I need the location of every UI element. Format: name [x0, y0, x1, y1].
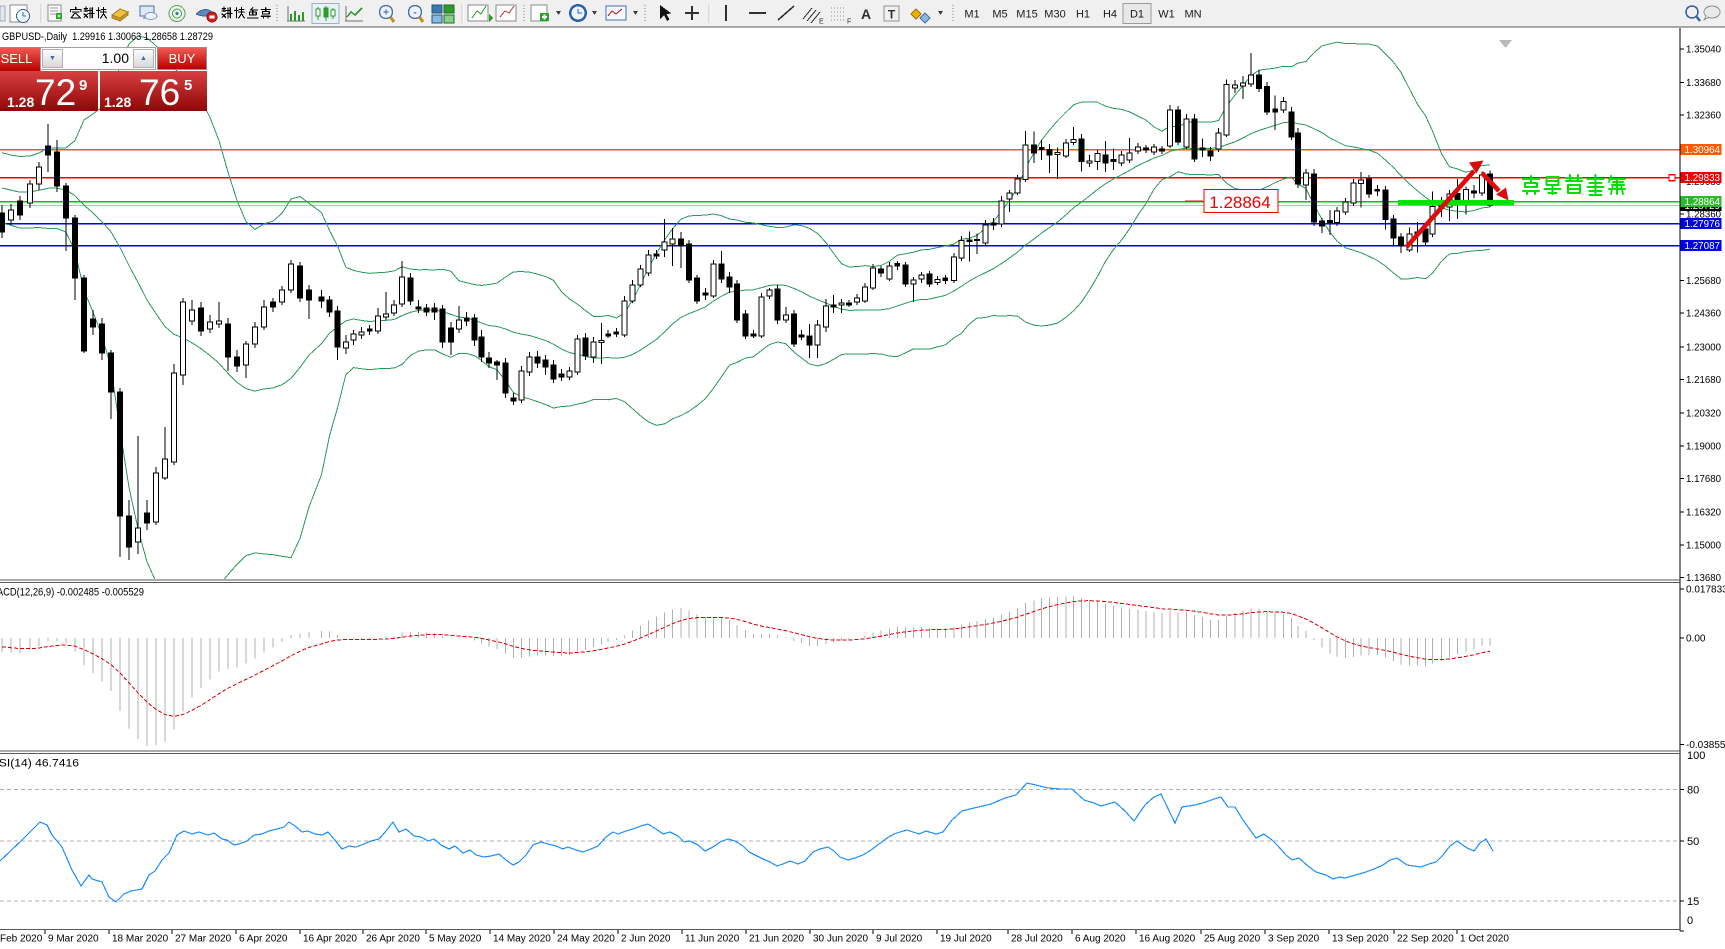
svg-text:1.19000: 1.19000: [1686, 441, 1721, 452]
svg-text:M15: M15: [1016, 9, 1037, 21]
svg-text:MN: MN: [1184, 9, 1201, 21]
svg-text:30 Jun 2020: 30 Jun 2020: [813, 934, 868, 945]
svg-text:15: 15: [1687, 896, 1699, 908]
svg-text:1.21680: 1.21680: [1686, 375, 1721, 386]
svg-text:0.00: 0.00: [1686, 634, 1706, 645]
svg-text:1.20320: 1.20320: [1686, 409, 1721, 420]
svg-text:0: 0: [1687, 915, 1693, 927]
svg-text:1.27087: 1.27087: [1685, 241, 1721, 252]
svg-text:M5: M5: [992, 9, 1007, 21]
svg-text:100: 100: [1687, 750, 1705, 762]
svg-text:GBPUSD-,Daily 1.29916 1.30063: GBPUSD-,Daily 1.29916 1.30063 1.28658 1.…: [2, 31, 213, 43]
svg-text:1.28360: 1.28360: [1686, 210, 1721, 221]
svg-text:1.30964: 1.30964: [1685, 145, 1721, 156]
svg-text:2 Jun 2020: 2 Jun 2020: [621, 934, 671, 945]
svg-text:1.33680: 1.33680: [1686, 78, 1721, 89]
svg-text:M30: M30: [1044, 9, 1065, 21]
svg-text:RSI(14) 46.7416: RSI(14) 46.7416: [0, 758, 79, 770]
svg-text:13 Sep 2020: 13 Sep 2020: [1332, 934, 1389, 945]
svg-text:1.27976: 1.27976: [1685, 219, 1721, 230]
svg-text:-: -: [413, 8, 416, 19]
svg-text:H1: H1: [1076, 9, 1090, 21]
svg-text:5 May 2020: 5 May 2020: [429, 934, 482, 945]
svg-text:18 Mar 2020: 18 Mar 2020: [112, 934, 169, 945]
svg-text:1.15000: 1.15000: [1686, 540, 1721, 551]
svg-text:1.28864: 1.28864: [1209, 193, 1270, 212]
svg-text:11 Jun 2020: 11 Jun 2020: [685, 934, 740, 945]
svg-text:6 Apr 2020: 6 Apr 2020: [239, 934, 288, 945]
svg-text:16 Aug 2020: 16 Aug 2020: [1139, 934, 1196, 945]
svg-text:21 Jun 2020: 21 Jun 2020: [749, 934, 804, 945]
svg-text:E: E: [819, 19, 824, 26]
svg-text:22 Sep 2020: 22 Sep 2020: [1397, 934, 1454, 945]
svg-text:1.29833: 1.29833: [1685, 173, 1721, 184]
svg-text:1.35040: 1.35040: [1686, 44, 1721, 55]
svg-text:1.16320: 1.16320: [1686, 508, 1721, 519]
svg-text:16 Apr 2020: 16 Apr 2020: [303, 934, 357, 945]
svg-text:6 Aug 2020: 6 Aug 2020: [1075, 934, 1126, 945]
svg-text:1.17680: 1.17680: [1686, 474, 1721, 485]
svg-text:1 Oct 2020: 1 Oct 2020: [1460, 934, 1509, 945]
svg-text:MACD(12,26,9) -0.002485 -0.005: MACD(12,26,9) -0.002485 -0.005529: [0, 587, 144, 599]
svg-text:T: T: [888, 8, 896, 22]
svg-text:9 Mar 2020: 9 Mar 2020: [48, 934, 99, 945]
svg-text:W1: W1: [1158, 9, 1175, 21]
svg-text:0.017833: 0.017833: [1686, 584, 1725, 595]
svg-text:14 May 2020: 14 May 2020: [493, 934, 551, 945]
svg-text:M1: M1: [964, 9, 979, 21]
svg-text:-0.038559: -0.038559: [1686, 740, 1725, 751]
svg-text:1.28864: 1.28864: [1685, 197, 1721, 208]
svg-text:F: F: [847, 19, 851, 26]
svg-text:Feb 2020: Feb 2020: [0, 934, 43, 945]
svg-text:H4: H4: [1103, 9, 1117, 21]
svg-text:28 Jul 2020: 28 Jul 2020: [1011, 934, 1063, 945]
svg-text:50: 50: [1687, 836, 1699, 848]
svg-text:26 Apr 2020: 26 Apr 2020: [366, 934, 420, 945]
svg-text:A: A: [861, 6, 871, 22]
svg-text:1.13680: 1.13680: [1686, 573, 1721, 584]
svg-text:24 May 2020: 24 May 2020: [557, 934, 615, 945]
svg-text:1.23000: 1.23000: [1686, 342, 1721, 353]
svg-text:25 Aug 2020: 25 Aug 2020: [1204, 934, 1261, 945]
svg-text:+: +: [383, 8, 389, 19]
svg-text:27 Mar 2020: 27 Mar 2020: [175, 934, 232, 945]
svg-text:D1: D1: [1130, 9, 1144, 21]
svg-text:1.24360: 1.24360: [1686, 309, 1721, 320]
svg-text:80: 80: [1687, 785, 1699, 797]
svg-text:3 Sep 2020: 3 Sep 2020: [1268, 934, 1320, 945]
svg-text:19 Jul 2020: 19 Jul 2020: [940, 934, 992, 945]
svg-text:1.25680: 1.25680: [1686, 276, 1721, 287]
svg-text:1.32360: 1.32360: [1686, 111, 1721, 122]
svg-text:9 Jul 2020: 9 Jul 2020: [876, 934, 923, 945]
